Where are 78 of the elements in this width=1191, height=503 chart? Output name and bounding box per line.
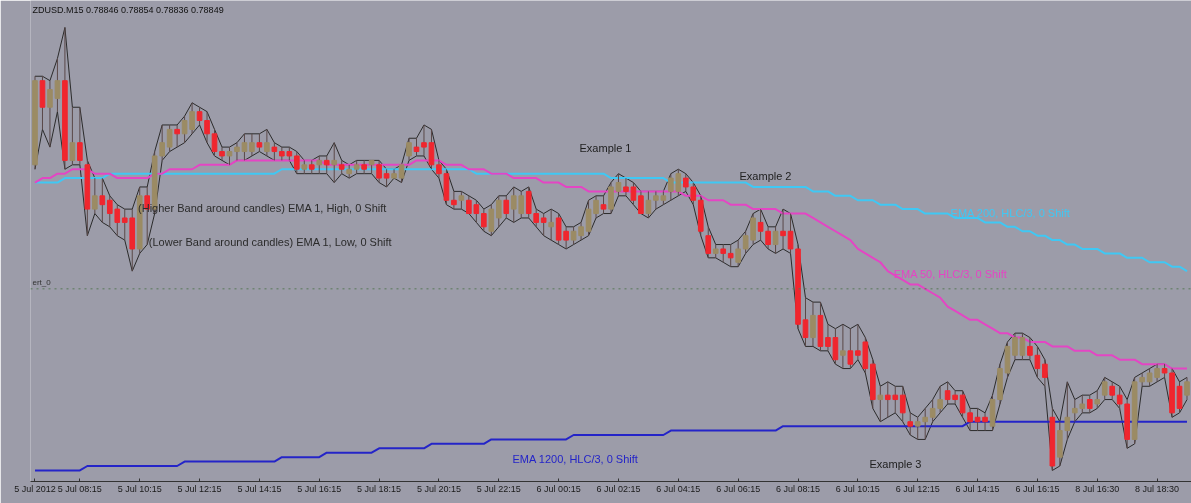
- series-label: (Lower Band around candles) EMA 1, Low, 0 Shift: [148, 235, 392, 248]
- chart-title: ZDUSD.M15 0.78846 0.78854 0.78836 0.78849: [32, 4, 224, 15]
- series-label: EMA 200, HLC/3, 0 Shift: [950, 206, 1070, 219]
- ref-line-label: ert_0: [32, 277, 52, 287]
- candlestick: [787, 213, 794, 254]
- candlestick: [735, 239, 741, 268]
- x-tick-label: 5 Jul 20:15: [416, 483, 461, 494]
- x-tick-label: 8 Jul 18:30: [1135, 483, 1180, 494]
- candlestick: [847, 328, 854, 370]
- candlestick: [211, 128, 218, 157]
- candlestick: [810, 301, 816, 347]
- candlestick: [219, 146, 225, 161]
- candlestick: [488, 204, 495, 237]
- candlestick: [1042, 359, 1048, 387]
- candlestick: [1101, 376, 1108, 401]
- candlestick: [705, 226, 712, 259]
- series-label: EMA 1200, HLC/3, 0 Shift: [512, 452, 638, 465]
- x-tick-label: 5 Jul 10:15: [117, 483, 162, 494]
- candlestick: [840, 323, 846, 370]
- x-tick-label: 5 Jul 16:15: [297, 483, 342, 494]
- x-tick-label: 6 Jul 14:15: [955, 483, 1000, 494]
- annotation: Example 1: [579, 141, 632, 154]
- x-tick-label: 6 Jul 02:15: [596, 483, 641, 494]
- candlestick: [92, 177, 98, 215]
- x-tick-label: 5 Jul 14:15: [237, 483, 282, 494]
- candlestick: [1139, 372, 1145, 387]
- annotation: Example 3: [869, 457, 922, 470]
- candlestick: [264, 128, 270, 157]
- candlestick: [1116, 385, 1123, 409]
- x-tick-label: 6 Jul 04:15: [656, 483, 701, 494]
- candlestick: [615, 173, 622, 197]
- candlestick: [99, 177, 106, 223]
- candlestick: [540, 213, 547, 237]
- candlestick: [77, 106, 83, 166]
- x-tick-label: 5 Jul 22:15: [476, 483, 521, 494]
- candlestick: [331, 142, 338, 184]
- candlestick: [503, 195, 510, 219]
- candlestick: [690, 182, 697, 206]
- candlestick: [406, 137, 412, 161]
- candlestick: [914, 416, 921, 440]
- candlestick: [727, 244, 734, 268]
- candlestick: [877, 385, 884, 423]
- candlestick: [802, 297, 809, 347]
- x-tick-label: 6 Jul 00:15: [536, 483, 581, 494]
- candlestick: [166, 124, 173, 153]
- candlestick: [293, 151, 300, 175]
- candlestick: [1184, 376, 1190, 401]
- x-tick-label: 6 Jul 16:15: [1015, 483, 1060, 494]
- candlestick: [772, 226, 779, 254]
- x-tick-label: 5 Jul 18:15: [357, 483, 402, 494]
- x-tick-label: 8 Jul 16:30: [1075, 483, 1120, 494]
- candlestick: [780, 208, 786, 250]
- x-tick-label: 6 Jul 08:15: [776, 483, 821, 494]
- candlestick: [495, 195, 502, 228]
- candlestick: [907, 412, 914, 436]
- candlestick: [638, 190, 644, 215]
- candlestick: [899, 385, 906, 423]
- candlestick: [69, 106, 76, 166]
- x-tick-label: 6 Jul 12:15: [895, 483, 940, 494]
- candlestick: [451, 190, 457, 210]
- x-tick-label: 5 Jul 2012: [14, 483, 56, 494]
- candlestick: [922, 407, 929, 440]
- candlestick: [765, 226, 771, 250]
- candlestick: [481, 208, 487, 232]
- candlestick: [249, 133, 255, 157]
- candlestick: [174, 124, 180, 148]
- candlestick: [608, 182, 614, 215]
- candlestick: [361, 159, 367, 175]
- candlestick: [645, 190, 652, 219]
- x-tick-label: 6 Jul 06:15: [716, 483, 761, 494]
- candlestick: [548, 208, 554, 241]
- x-tick-label: 6 Jul 10:15: [835, 483, 880, 494]
- x-tick-label: 5 Jul 08:15: [57, 483, 102, 494]
- x-tick-label: 5 Jul 12:15: [177, 483, 222, 494]
- annotation: Example 2: [739, 169, 792, 182]
- candlestick: [159, 124, 165, 161]
- candlestick: [376, 159, 382, 184]
- candlestick: [757, 208, 764, 241]
